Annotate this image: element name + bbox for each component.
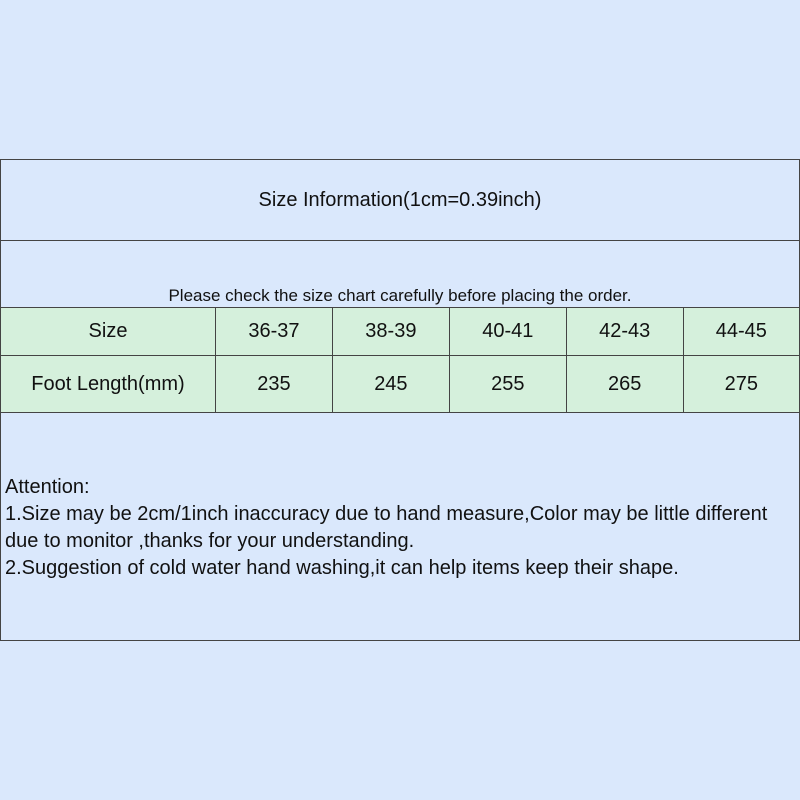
table-row-foot-length: Foot Length(mm) 235 245 255 265 275 <box>1 355 799 413</box>
table-cell: 245 <box>331 355 450 413</box>
table-cell: 265 <box>565 355 684 413</box>
attention-section: Attention: 1.Size may be 2cm/1inch inacc… <box>5 474 795 582</box>
size-note: Please check the size chart carefully be… <box>168 286 632 305</box>
table-cell: 255 <box>448 355 567 413</box>
attention-heading: Attention: <box>5 476 90 498</box>
table-row-size: Size 36-37 38-39 40-41 42-43 44-45 <box>1 307 799 356</box>
table-cell: 235 <box>215 355 333 413</box>
row-label: Foot Length(mm) <box>1 355 216 413</box>
row-label: Size <box>1 307 216 356</box>
table-cell: 36-37 <box>215 307 333 356</box>
table-cell: 44-45 <box>682 307 799 356</box>
table-cell: 42-43 <box>565 307 684 356</box>
attention-line-2: 2.Suggestion of cold water hand washing,… <box>5 557 679 579</box>
size-chart: Size Information(1cm=0.39inch) Please ch… <box>0 159 800 641</box>
chart-title: Size Information(1cm=0.39inch) <box>1 160 799 241</box>
table-cell: 38-39 <box>331 307 450 356</box>
table-cell: 275 <box>682 355 799 413</box>
size-table: Size 36-37 38-39 40-41 42-43 44-45 Foot … <box>1 307 799 413</box>
table-cell: 40-41 <box>448 307 567 356</box>
attention-line-1: 1.Size may be 2cm/1inch inaccuracy due t… <box>5 503 768 552</box>
